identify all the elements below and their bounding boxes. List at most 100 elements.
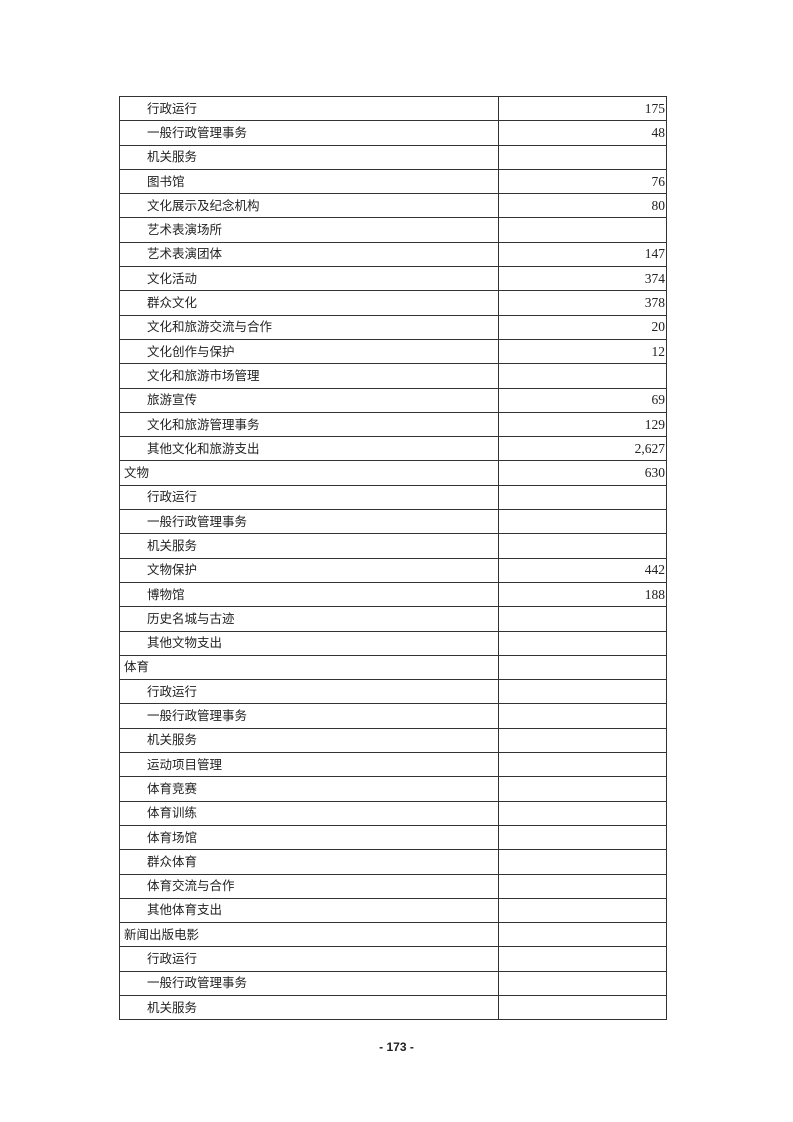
item-name: 体育场馆 xyxy=(119,824,499,851)
table-row: 一般行政管理事务 xyxy=(119,509,667,535)
table-row: 文化和旅游管理事务 129 xyxy=(119,411,667,438)
table-row: 其他文化和旅游支出 2,627 xyxy=(119,436,667,462)
item-name: 文化和旅游交流与合作 xyxy=(119,314,499,340)
table-row: 行政运行 xyxy=(119,679,667,705)
item-name: 文化展示及纪念机构 xyxy=(119,193,499,219)
table-row: 其他文物支出 xyxy=(119,630,667,656)
item-value xyxy=(498,946,667,972)
item-value xyxy=(498,752,667,778)
item-name: 文物 xyxy=(119,460,499,486)
item-value: 374 xyxy=(498,266,667,292)
table-row: 博物馆 188 xyxy=(119,581,667,608)
item-name: 艺术表演场所 xyxy=(119,217,499,243)
table-row: 旅游宣传 69 xyxy=(119,387,667,413)
item-value xyxy=(498,703,667,729)
item-name: 行政运行 xyxy=(119,95,499,122)
item-value: 48 xyxy=(498,120,667,146)
item-value xyxy=(498,849,667,875)
item-value: 69 xyxy=(498,387,667,413)
item-name: 文化和旅游管理事务 xyxy=(119,411,499,438)
table-row: 艺术表演团体 147 xyxy=(119,241,667,268)
table-row: 机关服务 xyxy=(119,727,667,754)
item-value xyxy=(498,144,667,170)
expenditure-table: 行政运行 175 一般行政管理事务 48 机关服务 图书馆 76 文化展示及纪念机构 80 艺术表… xyxy=(119,95,667,1021)
item-value: 378 xyxy=(498,290,667,316)
table-row: 文化和旅游交流与合作 20 xyxy=(119,314,667,340)
item-name: 行政运行 xyxy=(119,946,499,972)
table-row: 文化和旅游市场管理 xyxy=(119,363,667,389)
item-value: 147 xyxy=(498,241,667,268)
table-row: 图书馆 76 xyxy=(119,168,667,195)
item-name: 文物保护 xyxy=(119,557,499,583)
table-row: 艺术表演场所 xyxy=(119,217,667,243)
table-row: 文化创作与保护 12 xyxy=(119,338,667,365)
item-value xyxy=(498,897,667,924)
table-row: 机关服务 xyxy=(119,144,667,170)
table-row: 其他体育支出 xyxy=(119,897,667,924)
table-row: 文物 630 xyxy=(119,460,667,486)
table-row: 行政运行 175 xyxy=(119,95,667,122)
table-row: 体育交流与合作 xyxy=(119,873,667,899)
item-value xyxy=(498,679,667,705)
item-value xyxy=(498,873,667,899)
item-value xyxy=(498,970,667,996)
item-value xyxy=(498,824,667,851)
item-value: 188 xyxy=(498,581,667,608)
item-name: 其他文物支出 xyxy=(119,630,499,656)
item-name: 体育交流与合作 xyxy=(119,873,499,899)
table-row: 文物保护 442 xyxy=(119,557,667,583)
item-name: 一般行政管理事务 xyxy=(119,970,499,996)
item-name: 文化和旅游市场管理 xyxy=(119,363,499,389)
item-name: 旅游宣传 xyxy=(119,387,499,413)
table-row: 行政运行 xyxy=(119,946,667,972)
table-row: 历史名城与古迹 xyxy=(119,606,667,632)
table-row: 新闻出版电影 xyxy=(119,922,667,948)
item-value xyxy=(498,363,667,389)
table-row: 群众文化 378 xyxy=(119,290,667,316)
item-name: 其他文化和旅游支出 xyxy=(119,436,499,462)
item-value: 2,627 xyxy=(498,436,667,462)
table-row: 行政运行 xyxy=(119,484,667,511)
item-value xyxy=(498,533,667,559)
item-value: 442 xyxy=(498,557,667,583)
item-value xyxy=(498,484,667,511)
table-row: 文化展示及纪念机构 80 xyxy=(119,193,667,219)
item-name: 机关服务 xyxy=(119,533,499,559)
item-value xyxy=(498,800,667,826)
item-value: 129 xyxy=(498,411,667,438)
item-value xyxy=(498,776,667,802)
item-name: 历史名城与古迹 xyxy=(119,606,499,632)
item-name: 体育 xyxy=(119,654,499,681)
table-row: 机关服务 xyxy=(119,533,667,559)
table-row: 体育竞赛 xyxy=(119,776,667,802)
table-row: 体育 xyxy=(119,654,667,681)
item-name: 运动项目管理 xyxy=(119,752,499,778)
item-name: 行政运行 xyxy=(119,679,499,705)
item-value xyxy=(498,630,667,656)
item-name: 其他体育支出 xyxy=(119,897,499,924)
table-row: 机关服务 xyxy=(119,994,667,1021)
item-name: 群众体育 xyxy=(119,849,499,875)
item-name: 机关服务 xyxy=(119,727,499,754)
table-row: 体育训练 xyxy=(119,800,667,826)
item-name: 一般行政管理事务 xyxy=(119,509,499,535)
item-name: 一般行政管理事务 xyxy=(119,703,499,729)
table-row: 文化活动 374 xyxy=(119,266,667,292)
item-name: 行政运行 xyxy=(119,484,499,511)
item-value xyxy=(498,654,667,681)
item-value xyxy=(498,509,667,535)
item-name: 一般行政管理事务 xyxy=(119,120,499,146)
item-value: 76 xyxy=(498,168,667,195)
table-row: 一般行政管理事务 48 xyxy=(119,120,667,146)
table-row: 运动项目管理 xyxy=(119,752,667,778)
item-value: 20 xyxy=(498,314,667,340)
item-name: 文化活动 xyxy=(119,266,499,292)
page-number: - 173 - xyxy=(379,1040,414,1054)
item-value xyxy=(498,727,667,754)
item-name: 群众文化 xyxy=(119,290,499,316)
table-body: 行政运行 175 一般行政管理事务 48 机关服务 图书馆 76 文化展示及纪念机构 80 艺术表… xyxy=(119,95,667,1021)
item-value xyxy=(498,217,667,243)
item-name: 艺术表演团体 xyxy=(119,241,499,268)
table-row: 一般行政管理事务 xyxy=(119,703,667,729)
item-name: 机关服务 xyxy=(119,144,499,170)
